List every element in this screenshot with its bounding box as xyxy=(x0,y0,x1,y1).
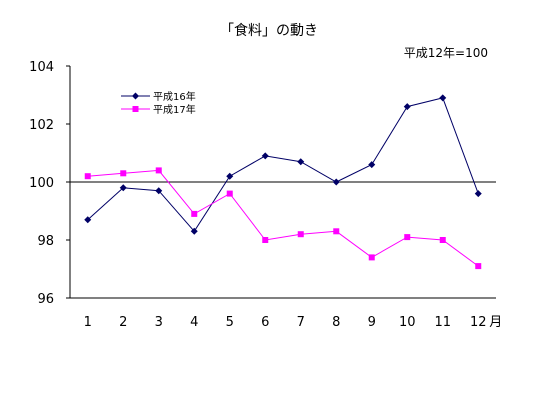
data-point xyxy=(262,237,269,243)
y-tick-label: 102 xyxy=(29,118,54,133)
data-point xyxy=(333,228,340,235)
data-point xyxy=(332,178,340,186)
y-tick-label: 96 xyxy=(37,292,54,307)
x-unit-label: 月 xyxy=(489,315,502,330)
chart-title: 「食料」の動き xyxy=(220,22,318,39)
legend-marker xyxy=(132,106,139,112)
series-2 xyxy=(84,167,482,270)
data-point xyxy=(297,231,304,238)
x-tick-label: 9 xyxy=(368,315,376,330)
data-point xyxy=(226,190,233,197)
x-tick-label: 4 xyxy=(190,315,198,330)
x-tick-label: 2 xyxy=(119,315,127,330)
data-point xyxy=(439,94,447,102)
y-tick-label: 100 xyxy=(29,176,54,191)
x-tick-label: 8 xyxy=(332,315,340,330)
data-point xyxy=(261,152,269,160)
data-point xyxy=(404,234,411,241)
data-point xyxy=(119,184,127,192)
x-tick-label: 12 xyxy=(470,315,487,330)
data-point xyxy=(155,187,163,195)
data-point xyxy=(226,172,234,180)
x-tick-label: 11 xyxy=(434,315,451,330)
data-point xyxy=(439,237,446,243)
data-point xyxy=(190,227,198,235)
data-point xyxy=(475,263,482,270)
legend-label: 平成16年 xyxy=(153,90,196,103)
x-tick-label: 5 xyxy=(226,315,234,330)
data-point xyxy=(191,210,198,217)
x-tick-label: 1 xyxy=(84,315,92,330)
data-point xyxy=(297,158,305,166)
legend-marker xyxy=(132,92,139,100)
base-year-note: 平成12年=100 xyxy=(404,46,488,60)
data-point xyxy=(368,161,376,169)
data-point xyxy=(155,167,162,174)
x-tick-label: 3 xyxy=(155,315,163,330)
x-tick-label: 6 xyxy=(261,315,269,330)
legend-label: 平成17年 xyxy=(153,103,196,116)
data-point xyxy=(120,170,127,177)
data-point xyxy=(368,254,375,261)
data-point xyxy=(84,173,91,180)
y-tick-label: 104 xyxy=(29,60,54,75)
y-tick-label: 98 xyxy=(37,234,54,249)
series-line xyxy=(87,97,479,233)
x-tick-label: 10 xyxy=(399,315,416,330)
data-point xyxy=(84,216,92,224)
x-tick-label: 7 xyxy=(297,315,305,330)
series-line xyxy=(87,169,479,267)
series-layer xyxy=(84,94,482,270)
series-1 xyxy=(84,94,482,235)
data-point xyxy=(403,103,411,111)
data-point xyxy=(474,190,482,198)
